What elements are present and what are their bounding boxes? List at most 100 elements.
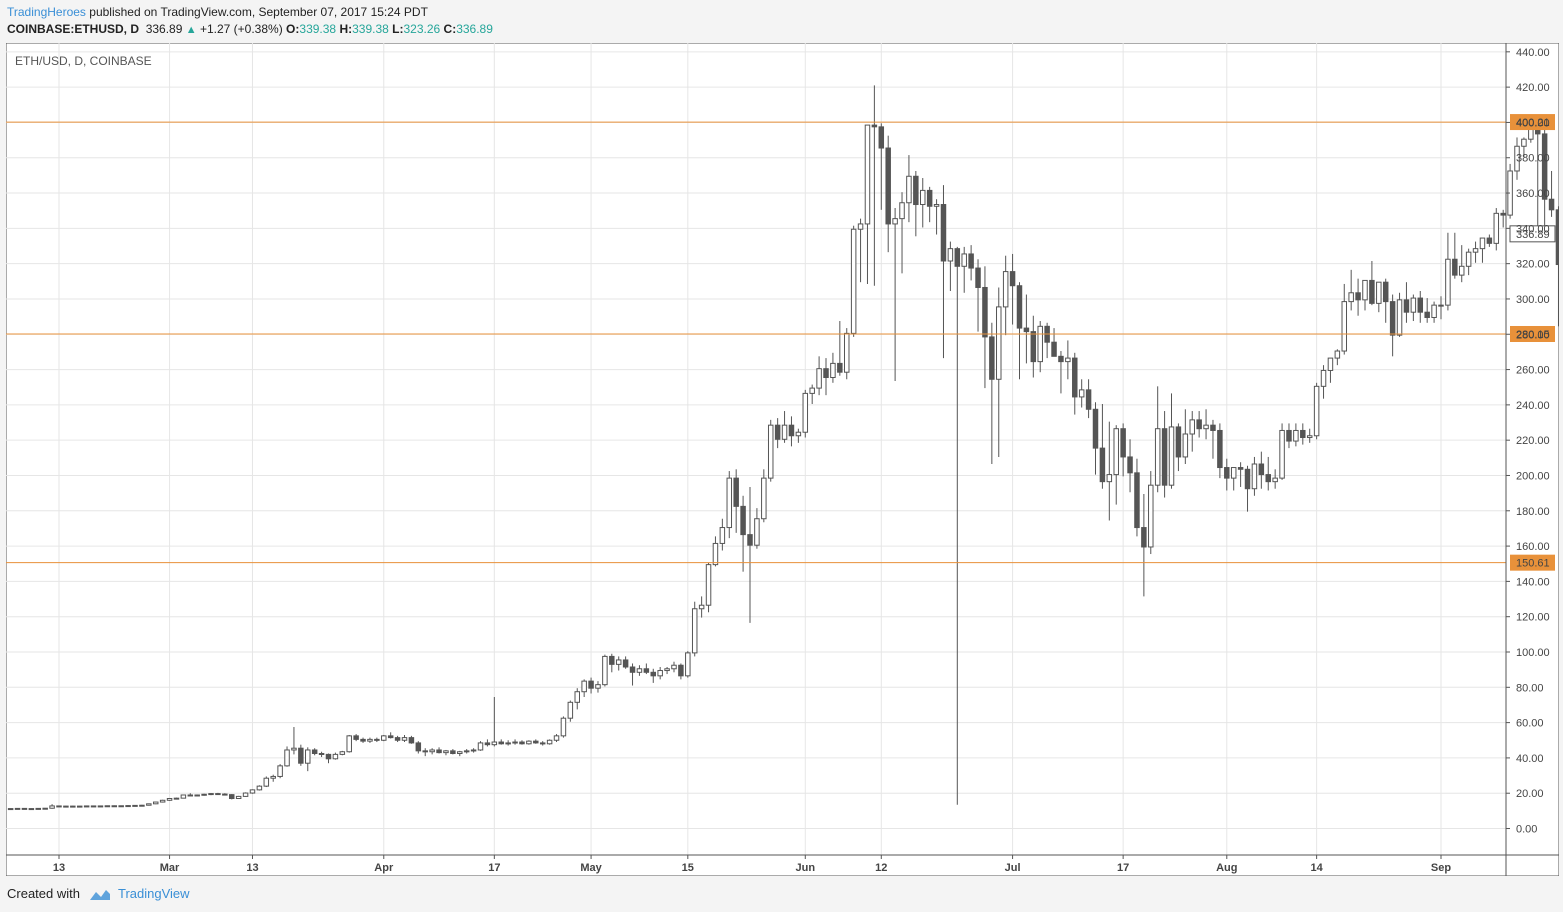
price-chart[interactable]: 400.21 280.15 150.61 336.89 0.00 20.00 40.00 6… bbox=[6, 43, 1559, 876]
candle-body bbox=[90, 805, 97, 808]
candle-body bbox=[1258, 463, 1265, 476]
candle-body bbox=[49, 805, 55, 809]
candle-body bbox=[42, 807, 48, 810]
price-tick-label: 100.00 bbox=[1516, 647, 1550, 659]
candle-body bbox=[1175, 426, 1182, 458]
candle-body bbox=[636, 668, 643, 673]
candle-body bbox=[1058, 355, 1064, 363]
candle-body bbox=[1023, 327, 1030, 333]
candle-body bbox=[1154, 428, 1161, 486]
candle-body bbox=[311, 749, 318, 754]
candle-body bbox=[595, 684, 601, 689]
candle-body bbox=[477, 742, 484, 751]
candle-body bbox=[705, 564, 712, 606]
candle-body bbox=[97, 805, 104, 808]
price-tick-label: 300.00 bbox=[1516, 294, 1550, 306]
candle-body bbox=[1141, 527, 1147, 548]
candle-body bbox=[574, 691, 580, 703]
price-tick-label: 120.00 bbox=[1516, 612, 1550, 624]
candle-body bbox=[332, 753, 339, 760]
close-value: 336.89 bbox=[456, 22, 493, 36]
candle-body bbox=[830, 362, 836, 379]
candle-body bbox=[892, 218, 898, 225]
candle-body bbox=[1382, 281, 1389, 303]
author-link[interactable]: TradingHeroes bbox=[7, 5, 86, 19]
candle-body bbox=[1396, 299, 1403, 336]
candle-body bbox=[975, 267, 981, 288]
level-price-label: 150.61 bbox=[1516, 558, 1550, 570]
candle-body bbox=[989, 336, 995, 380]
candle-body bbox=[1182, 433, 1189, 458]
time-axis[interactable]: 13 Mar 13 Apr 17 May 15 Jun 12 Jul 17 Aug 14 Sep bbox=[53, 855, 1451, 874]
candle-body bbox=[920, 189, 926, 206]
candle-body bbox=[1541, 133, 1548, 200]
last-price-tag bbox=[1509, 225, 1556, 243]
tradingview-brand[interactable]: TradingView bbox=[88, 886, 190, 902]
candle-body bbox=[1127, 456, 1133, 474]
candle-body bbox=[235, 795, 242, 800]
candle-body bbox=[1403, 299, 1410, 313]
candle-body bbox=[353, 735, 359, 740]
candle-body bbox=[733, 477, 739, 507]
candle-body bbox=[498, 741, 504, 745]
symbol-label: COINBASE:ETHUSD, D bbox=[7, 22, 140, 36]
price-tick-label: 440.00 bbox=[1516, 47, 1550, 59]
candle-body bbox=[546, 739, 553, 745]
candle-body bbox=[968, 253, 974, 269]
candle-body bbox=[1293, 429, 1299, 442]
candle-body bbox=[1313, 385, 1320, 437]
candle-body bbox=[505, 742, 511, 745]
candle-body bbox=[14, 807, 21, 810]
candle-body bbox=[367, 738, 373, 742]
candle-body bbox=[1472, 248, 1479, 253]
candle-body bbox=[180, 794, 187, 799]
candle-body bbox=[1030, 331, 1037, 363]
publish-info: published on TradingView.com, September … bbox=[85, 5, 428, 19]
candle-body bbox=[581, 680, 587, 693]
tradingview-logo-icon bbox=[89, 889, 110, 900]
candle-body bbox=[187, 794, 194, 797]
candle-body bbox=[740, 505, 746, 536]
price-axis[interactable]: 0.00 20.00 40.00 60.00 80.00 100.00 120.00 140.… bbox=[1506, 47, 1550, 836]
candle-body bbox=[360, 738, 366, 742]
candle-body bbox=[1002, 271, 1009, 308]
candle-body bbox=[1334, 350, 1341, 359]
price-tick-label: 0.00 bbox=[1516, 824, 1537, 836]
candle-body bbox=[291, 747, 297, 751]
candle-body bbox=[229, 794, 235, 800]
candle-body bbox=[1106, 474, 1113, 483]
candle-body bbox=[305, 749, 311, 764]
low-label: L: bbox=[392, 22, 404, 36]
candle-body bbox=[664, 668, 670, 672]
candle-body bbox=[1514, 145, 1520, 172]
candle-body bbox=[1272, 477, 1278, 483]
candle-body bbox=[1452, 258, 1458, 276]
time-tick-label: Apr bbox=[374, 862, 394, 874]
price-tick-label: 160.00 bbox=[1516, 541, 1550, 553]
candle-body bbox=[104, 805, 111, 808]
candle-body bbox=[457, 751, 463, 755]
candle-body bbox=[394, 737, 401, 741]
candle-body bbox=[1230, 467, 1237, 479]
candle-body bbox=[1065, 357, 1071, 363]
candle-body bbox=[1099, 447, 1106, 483]
candle-body bbox=[982, 286, 988, 338]
candle-body bbox=[712, 542, 719, 566]
candle-body bbox=[906, 175, 912, 204]
high-label: H: bbox=[339, 22, 353, 36]
candle-body bbox=[1300, 429, 1306, 439]
price-tick-label: 140.00 bbox=[1516, 576, 1550, 588]
candle-body bbox=[484, 742, 491, 746]
candle-body bbox=[111, 805, 118, 808]
candle-body bbox=[615, 659, 622, 665]
candle-body bbox=[1389, 301, 1396, 336]
candle-body bbox=[954, 248, 961, 267]
candle-body bbox=[263, 777, 270, 787]
candle-body bbox=[629, 666, 636, 673]
candle-body bbox=[1438, 304, 1444, 307]
candle-body bbox=[173, 797, 180, 800]
candle-body bbox=[35, 807, 42, 810]
horizontal-levels[interactable]: 400.21 280.15 150.61 336.89 bbox=[6, 114, 1556, 571]
candle-body bbox=[429, 749, 435, 753]
time-tick-label: Jul bbox=[1005, 862, 1021, 874]
